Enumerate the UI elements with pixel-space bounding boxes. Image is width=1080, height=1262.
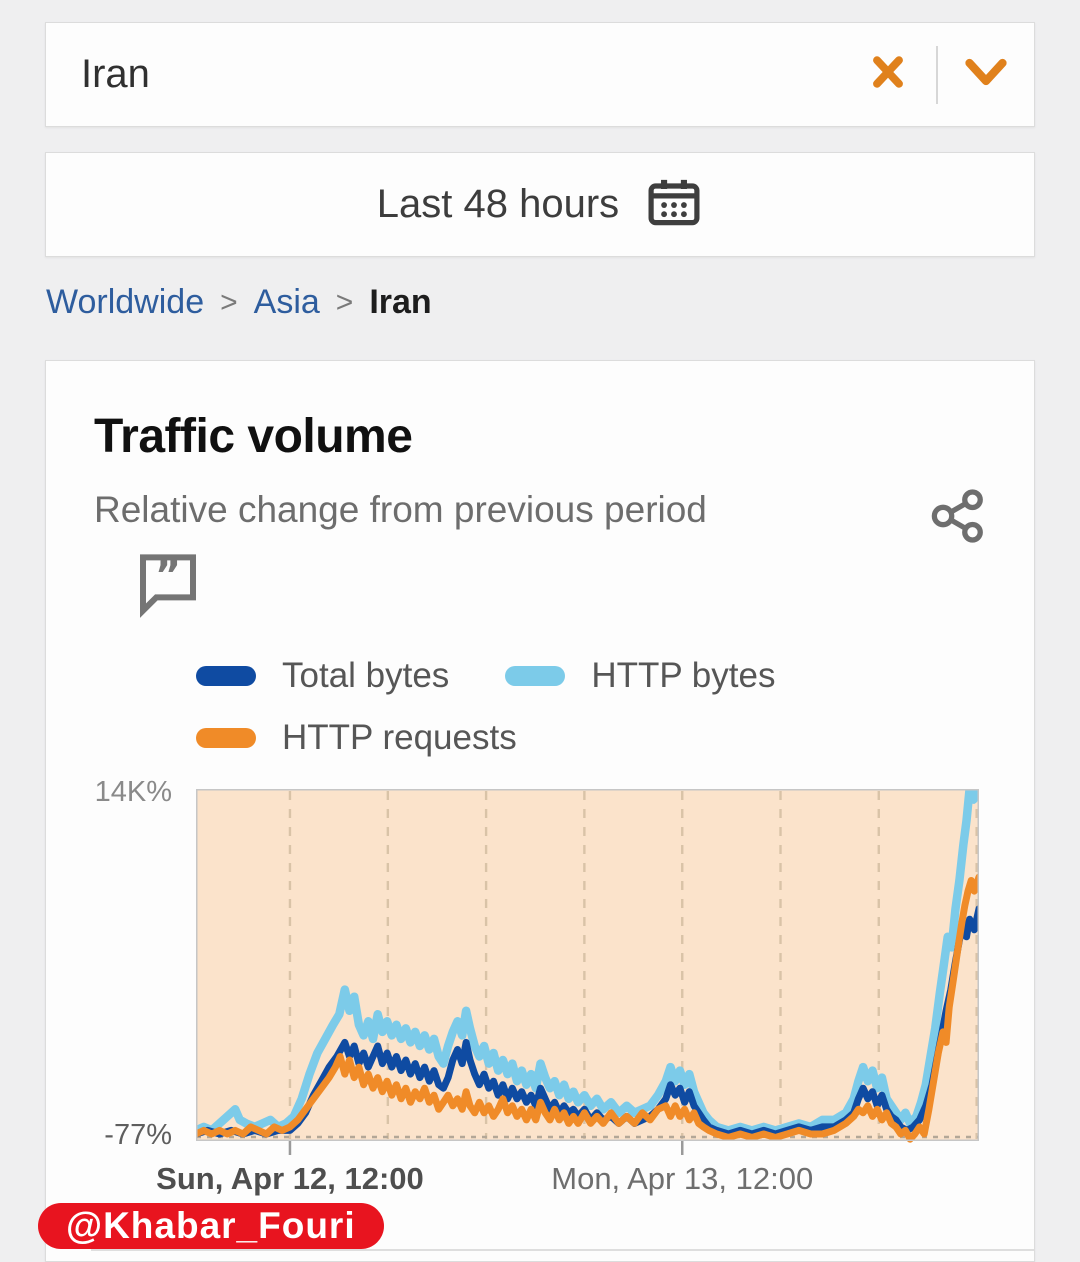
y-axis-max-label: 14K%: [94, 776, 172, 808]
x-axis-tick-label-mon: Mon, Apr 13, 12:00: [551, 1161, 814, 1196]
breadcrumb-separator: >: [220, 285, 238, 319]
traffic-volume-chart: [196, 789, 979, 1155]
chart-subtitle: Relative change from previous period: [94, 489, 707, 530]
legend-label: Total bytes: [282, 656, 450, 695]
legend-item-total-bytes[interactable]: Total bytes: [196, 656, 449, 696]
legend-item-http-requests[interactable]: HTTP requests: [196, 718, 517, 758]
chart-legend: Total bytes HTTP bytes HTTP requests: [196, 656, 836, 758]
search-bar: Iran: [45, 22, 1035, 127]
section-divider: [91, 1249, 1034, 1251]
x-axis-tick-label-sun: Sun, Apr 12, 12:00: [156, 1161, 424, 1196]
share-button[interactable]: [926, 485, 988, 552]
http-requests-swatch: [196, 728, 256, 748]
svg-text:”: ”: [155, 553, 181, 599]
time-range-button[interactable]: Last 48 hours: [45, 152, 1035, 257]
http-bytes-swatch: [505, 666, 566, 686]
legend-item-http-bytes[interactable]: HTTP bytes: [505, 656, 775, 696]
search-dropdown-button[interactable]: [938, 23, 1034, 126]
feedback-button[interactable]: ”: [134, 549, 202, 624]
breadcrumb-asia[interactable]: Asia: [253, 283, 320, 321]
y-axis-min-label: -77%: [104, 1119, 172, 1151]
watermark-badge: @Khabar_Fouri: [38, 1203, 384, 1249]
traffic-volume-card: Traffic volume Relative change from prev…: [45, 360, 1035, 1262]
page-title: Traffic volume: [94, 410, 413, 463]
search-divider: [936, 45, 938, 104]
total-bytes-swatch: [196, 666, 256, 686]
time-range-label: Last 48 hours: [376, 182, 620, 226]
breadcrumb: Worldwide > Asia > Iran: [46, 283, 432, 322]
quote-bubble-icon: ”: [134, 553, 202, 623]
calendar-icon: [645, 175, 703, 234]
close-icon: [866, 50, 910, 99]
breadcrumb-current-iran: Iran: [369, 283, 432, 321]
legend-label: HTTP bytes: [591, 656, 776, 695]
share-icon: [926, 489, 988, 551]
breadcrumb-separator: >: [335, 285, 354, 319]
legend-label: HTTP requests: [282, 718, 517, 757]
search-input[interactable]: Iran: [81, 52, 150, 96]
clear-search-button[interactable]: [840, 23, 936, 126]
chart-plot-area[interactable]: [196, 789, 979, 1157]
chevron-down-icon: [962, 52, 1010, 97]
breadcrumb-worldwide[interactable]: Worldwide: [46, 283, 205, 321]
